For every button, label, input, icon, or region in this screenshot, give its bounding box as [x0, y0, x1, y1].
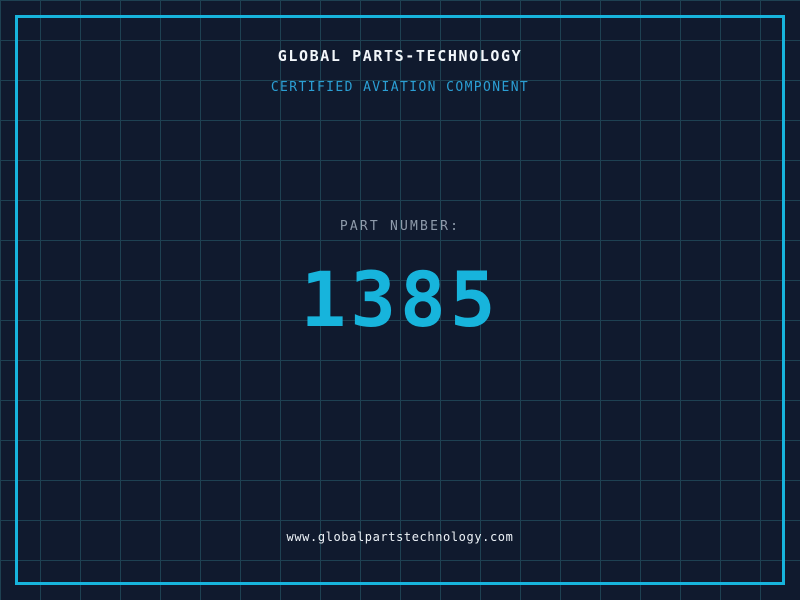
page-subtitle: CERTIFIED AVIATION COMPONENT [270, 80, 530, 95]
part-number-label: PART NUMBER: [339, 219, 461, 234]
footer-website-url: www.globalpartstechnology.com [286, 530, 514, 544]
part-number-value: 1385 [300, 255, 500, 344]
page-title: GLOBAL PARTS-TECHNOLOGY [277, 47, 523, 65]
